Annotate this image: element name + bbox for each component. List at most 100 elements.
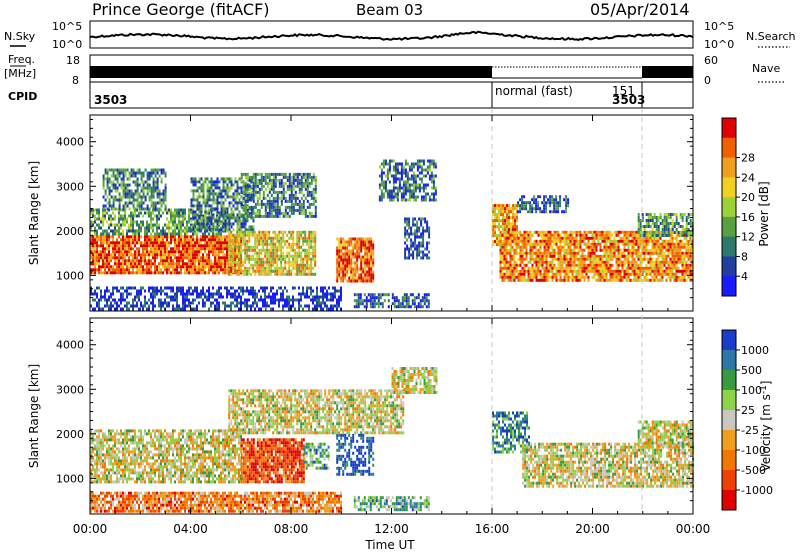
heat-cell-power-0 [104, 262, 106, 266]
heat-cell-power-1 [148, 229, 150, 233]
heat-cell-power-0 [128, 259, 130, 263]
heat-cell-power-2 [146, 177, 149, 181]
heat-cell-power-5 [248, 205, 251, 209]
heat-cell-power-7 [398, 186, 401, 190]
heat-cell-power-7 [412, 177, 415, 181]
freq-panel: Freq. [MHz] 18 8 60 0 Nave [4, 53, 784, 87]
heat-cell-power-9 [516, 216, 518, 220]
heat-cell-power-7 [392, 198, 395, 202]
heat-cell-power-6 [348, 243, 351, 247]
heat-cell-power-9 [516, 213, 518, 217]
heat-cell-power-9 [502, 210, 504, 214]
heat-cell-power-10 [609, 239, 612, 243]
heat-cell-power-10 [605, 230, 608, 234]
heat-cell-power-10 [525, 230, 528, 234]
heat-cell-power-10 [575, 245, 578, 249]
heat-cell-power-4 [304, 248, 307, 252]
heat-cell-power-5 [314, 208, 317, 212]
heat-cell-power-8 [426, 223, 429, 227]
heat-cell-power-10 [621, 266, 624, 270]
heat-cell-power-7 [390, 174, 393, 178]
heat-cell-power-1 [152, 223, 154, 227]
heat-cell-power-2 [160, 180, 163, 184]
heat-cell-power-0 [224, 253, 226, 257]
heat-cell-power-2 [152, 183, 155, 187]
heat-cell-power-1 [142, 223, 144, 227]
heat-cell-power-6 [356, 276, 359, 280]
heat-cell-power-4 [254, 245, 257, 249]
heat-cell-power-10 [643, 239, 646, 243]
heat-cell-power-5 [268, 208, 271, 212]
heat-cell-power-5 [292, 211, 295, 215]
heat-cell-power-6 [364, 279, 367, 283]
heat-cell-power-2 [156, 192, 159, 196]
heat-cell-power-10 [583, 230, 586, 234]
heat-cell-power-2 [144, 195, 147, 199]
heat-cell-power-6 [368, 270, 371, 274]
heat-cell-power-0 [148, 238, 150, 242]
heat-cell-power-7 [414, 183, 417, 187]
heat-cell-power-3 [238, 213, 241, 217]
heat-cell-power-5 [256, 190, 259, 194]
heat-cell-power-9 [498, 222, 500, 226]
heat-cell-power-0 [146, 262, 148, 266]
heat-cell-power-10 [613, 272, 616, 276]
heat-cell-power-4 [298, 251, 301, 255]
heat-cell-power-10 [615, 239, 618, 243]
heat-cell-power-4 [268, 272, 271, 276]
heat-cell-power-5 [278, 196, 281, 200]
heat-cell-power-0 [128, 256, 130, 260]
heat-cell-power-0 [126, 250, 128, 254]
heat-cell-power-10 [607, 239, 610, 243]
heat-cell-power-4 [230, 251, 233, 255]
heat-cell-power-10 [607, 245, 610, 249]
heat-cell-power-4 [310, 236, 313, 240]
heat-cell-power-0 [116, 238, 118, 242]
heat-cell-power-2 [140, 171, 143, 175]
heat-cell-power-4 [258, 266, 261, 270]
heat-cell-power-3 [216, 225, 219, 229]
heat-cell-power-10 [563, 239, 566, 243]
heat-cell-power-10 [519, 275, 522, 279]
heat-cell-power-5 [296, 181, 299, 185]
heat-cell-power-10 [513, 266, 516, 270]
heat-cell-power-4 [248, 272, 251, 276]
heat-cell-power-10 [515, 260, 518, 264]
heat-cell-power-10 [665, 266, 668, 270]
heat-cell-power-10 [647, 272, 650, 276]
heat-cell-power-4 [296, 260, 299, 264]
heat-cell-power-6 [356, 240, 359, 244]
heat-cell-power-1 [138, 211, 140, 215]
heat-cell-power-3 [234, 177, 237, 181]
heat-cell-power-10 [643, 248, 646, 252]
heat-cell-power-6 [372, 264, 375, 268]
heat-cell-power-5 [314, 190, 317, 194]
heat-cell-power-10 [499, 233, 502, 237]
heat-cell-power-10 [623, 242, 626, 246]
heat-cell-power-10 [629, 230, 632, 234]
heat-cell-power-5 [278, 208, 281, 212]
heat-cell-power-0 [190, 235, 192, 239]
heat-cell-power-0 [222, 262, 224, 266]
heat-cell-power-5 [272, 181, 275, 185]
heat-cell-power-0 [118, 241, 120, 245]
heat-cell-power-2 [156, 201, 159, 205]
heat-cell-power-10 [649, 266, 652, 270]
heat-cell-power-0 [200, 244, 202, 248]
heat-cell-power-10 [669, 230, 672, 234]
heat-cell-power-4 [304, 254, 307, 258]
heat-cell-power-6 [342, 267, 345, 271]
heat-cell-power-10 [595, 278, 598, 282]
heat-cell-power-0 [220, 235, 222, 239]
heat-cell-power-7 [426, 183, 429, 187]
heat-cell-power-2 [124, 174, 127, 178]
heat-cell-power-6 [356, 258, 359, 262]
heat-cell-power-1 [140, 220, 142, 224]
heat-cell-power-10 [653, 251, 656, 255]
heat-cell-power-10 [549, 269, 552, 273]
heat-cell-power-4 [258, 254, 261, 258]
heat-cell-power-10 [651, 260, 654, 264]
heat-cell-power-7 [406, 171, 409, 175]
heat-cell-power-3 [220, 213, 223, 217]
heat-cell-power-0 [182, 238, 184, 242]
